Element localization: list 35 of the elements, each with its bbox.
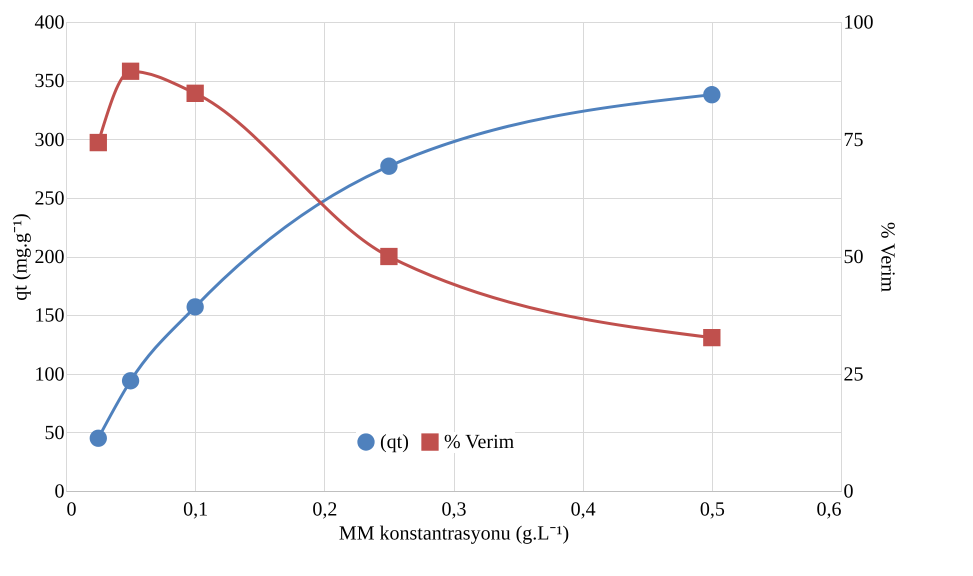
- y-tick-label: 200: [34, 246, 64, 268]
- x-tick-label: 0,3: [442, 498, 466, 520]
- y-tick-label: 150: [34, 304, 64, 327]
- x-tick-label: 0,1: [183, 498, 208, 520]
- y-axis-title: qt (mg.g⁻¹): [10, 213, 32, 301]
- point: [703, 328, 720, 346]
- y2-tick-label: 50: [844, 246, 864, 268]
- y2-tick-label: 0: [844, 480, 854, 502]
- x-tick-label: 0,5: [700, 498, 725, 520]
- point: [90, 430, 107, 447]
- point: [380, 158, 398, 175]
- point: [186, 84, 204, 102]
- point: [380, 248, 398, 266]
- y-tick-label: 250: [34, 187, 64, 210]
- y2-tick-label: 75: [844, 128, 864, 151]
- point: [703, 86, 720, 104]
- y2-tick-label: 25: [844, 363, 864, 386]
- x-axis-title: MM konstantrasyonu (g.L⁻¹): [338, 522, 570, 544]
- x-tick-label: 0,4: [570, 498, 596, 520]
- y-tick-label: 100: [34, 363, 64, 386]
- y-tick-label: 300: [34, 128, 64, 151]
- y2-axis-title: % Verim: [876, 222, 898, 293]
- x-tick-label: 0,6: [816, 498, 842, 520]
- point: [90, 134, 107, 152]
- y2-tick-label: 100: [844, 12, 874, 34]
- y-tick-label: 350: [34, 70, 64, 92]
- point: [122, 62, 140, 80]
- legend-label: % Verim: [444, 431, 515, 454]
- y-tick-label: 50: [44, 422, 64, 444]
- legend-label: (qt): [380, 431, 409, 454]
- y-tick-label: 400: [34, 12, 64, 34]
- y-tick-label: 0: [54, 480, 64, 502]
- point: [186, 298, 204, 316]
- point: [122, 372, 140, 390]
- x-tick-label: 0,2: [312, 498, 338, 520]
